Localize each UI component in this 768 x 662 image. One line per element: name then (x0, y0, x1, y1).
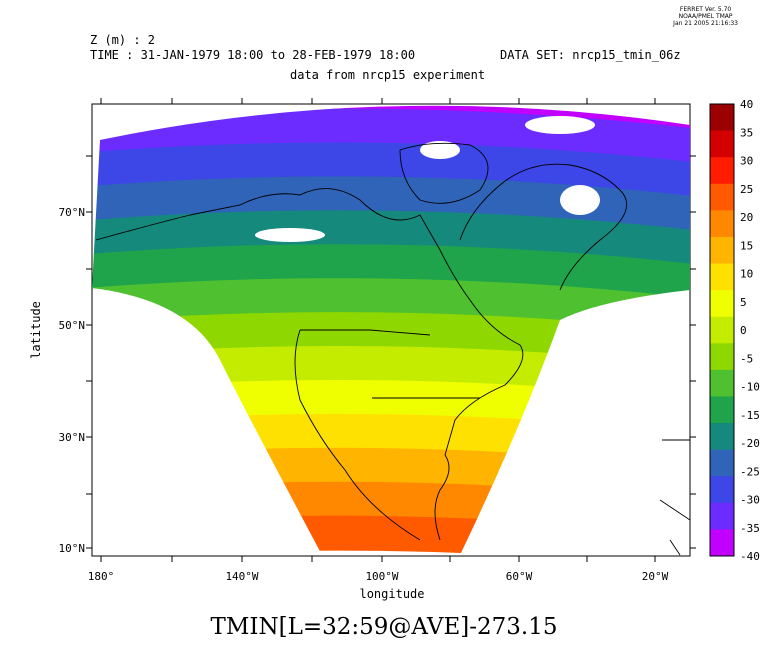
colorbar-tick-label: 35 (740, 126, 753, 139)
x-axis-label: longitude (359, 587, 424, 601)
colorbar: 40 35 30 25 20 15 10 5 0 -5 -10 -15 -20 -25 -30 -35 -40 (709, 98, 760, 563)
colorbar-swatch (710, 423, 734, 451)
coastlines (95, 142, 690, 556)
colorbar-swatch (710, 157, 734, 185)
dataset-label: DATA SET: nrcp15_tmin_06z (500, 48, 681, 62)
colorbar-tick-label: -10 (740, 381, 760, 394)
ice-patch (255, 228, 325, 242)
colorbar-swatch (710, 502, 734, 530)
x-tick-label: 20°W (642, 570, 669, 583)
y-tick-label: 70°N (59, 206, 86, 219)
colorbar-tick-label: 25 (740, 183, 753, 196)
stamp-date: Jan 21 2005 21:16:33 (673, 20, 738, 27)
colorbar-swatch (710, 104, 734, 132)
colorbar-swatch (710, 130, 734, 158)
colorbar-tick-label: -5 (740, 352, 753, 365)
plot-subtitle: data from nrcp15 experiment (290, 68, 486, 82)
colorbar-swatch (710, 263, 734, 291)
colorbar-tick-label: 20 (740, 211, 753, 224)
colorbar-swatch (710, 316, 734, 344)
colorbar-swatch (710, 183, 734, 211)
z-level-label: Z (m) : 2 (90, 33, 156, 47)
stamp-org: NOAA/PMEL TMAP (678, 13, 733, 20)
stamp-version: FERRET Ver. 5.70 (679, 6, 732, 13)
plot-caption: TMIN[L=32:59@AVE]-273.15 (210, 614, 558, 640)
axis-ticks (86, 98, 696, 562)
y-axis-label: latitude (29, 301, 43, 359)
y-tick-label: 50°N (59, 319, 86, 332)
colorbar-tick-label: 30 (740, 155, 753, 168)
colorbar-tick-label: -20 (740, 437, 760, 450)
colorbar-tick-label: -25 (740, 465, 760, 478)
colorbar-swatch (710, 449, 734, 477)
colorbar-swatch (710, 290, 734, 318)
x-tick-label: 140°W (225, 570, 258, 583)
colorbar-tick-label: -35 (740, 522, 760, 535)
colorbar-tick-label: 15 (740, 239, 753, 252)
colorbar-swatch (710, 476, 734, 504)
colorbar-swatch (710, 343, 734, 371)
colorbar-frame (709, 103, 735, 557)
x-tick-label: 60°W (506, 570, 533, 583)
y-tick-label: 30°N (59, 431, 86, 444)
x-tick-label: 180° (88, 570, 115, 583)
colorbar-swatch (710, 529, 734, 557)
y-tick-label: 10°N (59, 542, 86, 555)
colorbar-tick-label: 40 (740, 98, 753, 111)
colorbar-tick-label: -15 (740, 409, 760, 422)
colorbar-tick-label: 5 (740, 296, 747, 309)
colorbar-tick-label: -40 (740, 550, 760, 563)
ferret-version-stamp: FERRET Ver. 5.70 NOAA/PMEL TMAP Jan 21 2… (673, 6, 738, 27)
ice-patch (560, 185, 600, 215)
colorbar-swatch (710, 369, 734, 397)
x-tick-label: 100°W (365, 570, 398, 583)
colorbar-swatch (710, 210, 734, 238)
colorbar-tick-label: -30 (740, 494, 760, 507)
ice-patch (420, 141, 460, 159)
time-range-label: TIME : 31-JAN-1979 18:00 to 28-FEB-1979 … (90, 48, 416, 62)
colorbar-tick-label: 10 (740, 268, 753, 281)
colorbar-swatch (710, 236, 734, 265)
colorbar-tick-label: 0 (740, 324, 747, 337)
colorbar-swatch (710, 396, 734, 424)
ice-patch (525, 116, 595, 134)
